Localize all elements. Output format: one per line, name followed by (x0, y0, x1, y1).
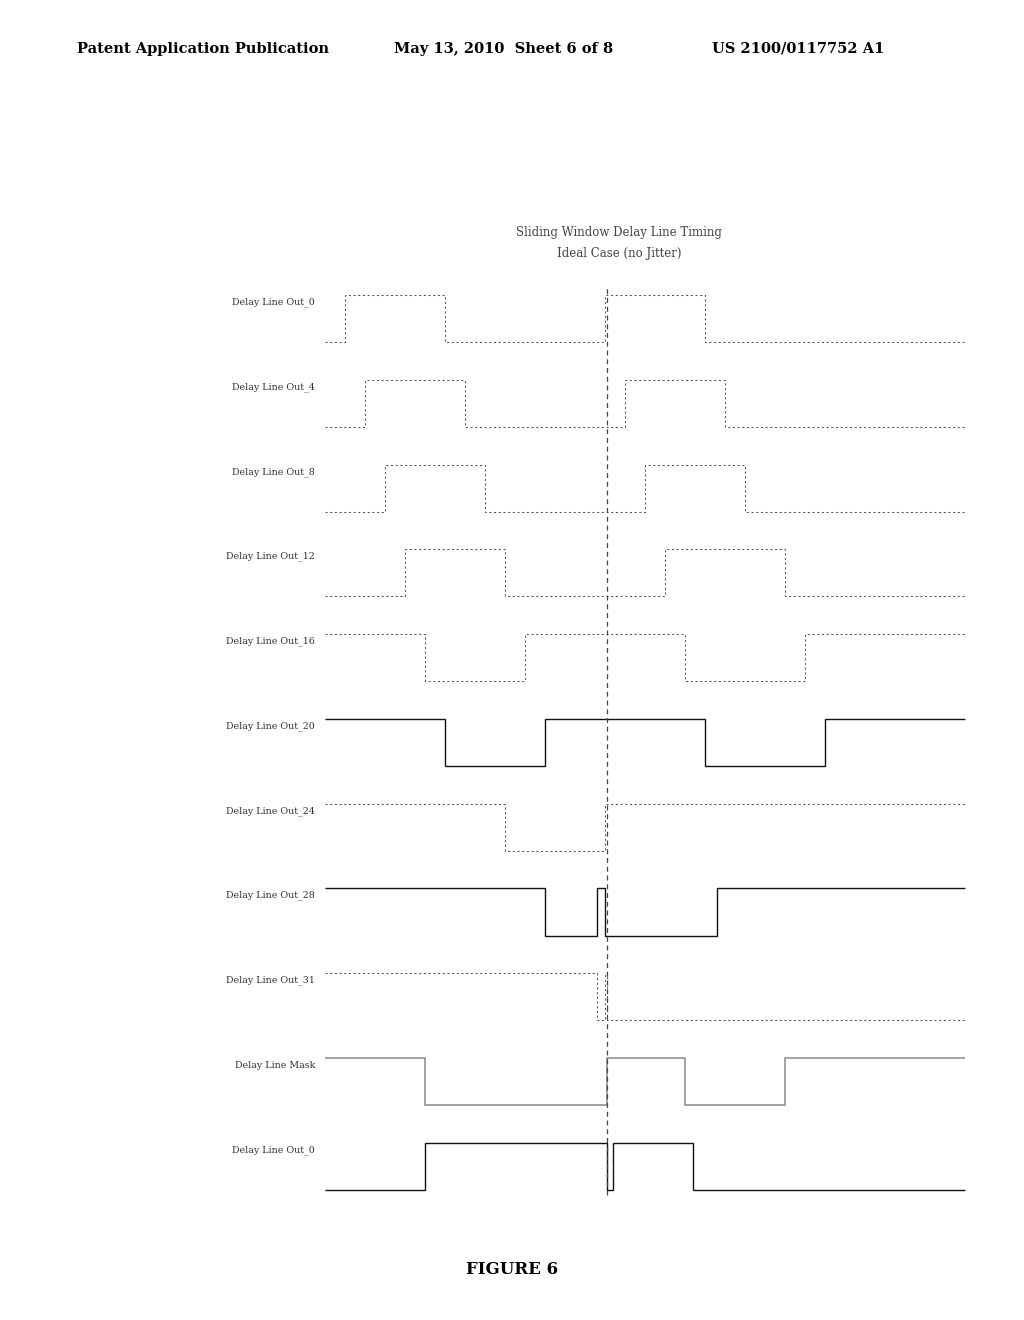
Text: Ideal Case (no Jitter): Ideal Case (no Jitter) (557, 247, 682, 260)
Text: Delay Line Out_4: Delay Line Out_4 (232, 381, 315, 392)
Text: US 2100/0117752 A1: US 2100/0117752 A1 (712, 42, 884, 55)
Text: Sliding Window Delay Line Timing: Sliding Window Delay Line Timing (516, 226, 722, 239)
Text: Patent Application Publication: Patent Application Publication (77, 42, 329, 55)
Text: Delay Line Out_12: Delay Line Out_12 (226, 552, 315, 561)
Text: FIGURE 6: FIGURE 6 (466, 1262, 558, 1278)
Text: Delay Line Out_20: Delay Line Out_20 (226, 721, 315, 731)
Text: May 13, 2010  Sheet 6 of 8: May 13, 2010 Sheet 6 of 8 (394, 42, 613, 55)
Text: Delay Line Out_8: Delay Line Out_8 (232, 467, 315, 477)
Text: Delay Line Out_16: Delay Line Out_16 (226, 636, 315, 645)
Text: Delay Line Out_31: Delay Line Out_31 (226, 975, 315, 985)
Text: Delay Line Out_0: Delay Line Out_0 (232, 1144, 315, 1155)
Text: Delay Line Out_28: Delay Line Out_28 (226, 891, 315, 900)
Text: Delay Line Mask: Delay Line Mask (234, 1060, 315, 1069)
Text: Delay Line Out_0: Delay Line Out_0 (232, 297, 315, 308)
Text: Delay Line Out_24: Delay Line Out_24 (226, 807, 315, 816)
